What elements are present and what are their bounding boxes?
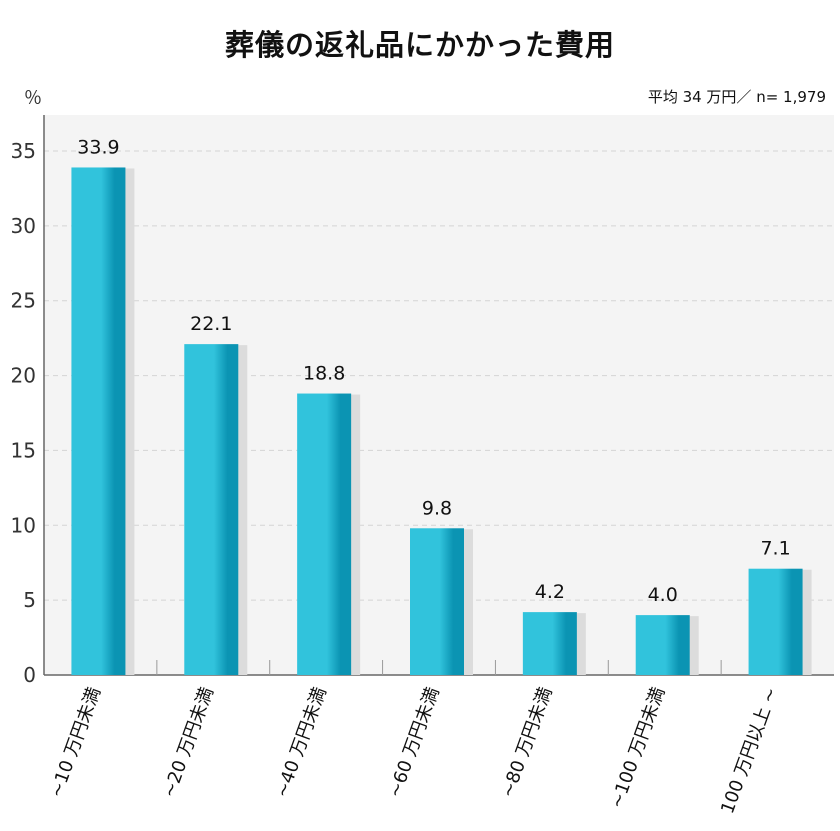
bar xyxy=(184,344,239,675)
y-tick-label: 15 xyxy=(11,438,36,462)
data-label: 22.1 xyxy=(190,313,232,335)
y-tick-label: 30 xyxy=(11,214,36,238)
x-tick-label: ~20 万円未満 xyxy=(159,685,218,801)
bar xyxy=(297,393,352,675)
x-tick-label: ~10 万円未満 xyxy=(46,685,105,801)
data-label: 18.8 xyxy=(303,363,345,385)
bar xyxy=(635,615,690,675)
data-label: 4.2 xyxy=(535,581,565,603)
x-tick-label: ~60 万円未満 xyxy=(384,685,443,801)
data-label: 7.1 xyxy=(760,538,790,560)
bar xyxy=(522,612,577,675)
bar xyxy=(410,528,464,675)
y-tick-label: 10 xyxy=(11,513,36,537)
sample-info: 平均 34 万円／ n= 1,979 xyxy=(647,88,826,106)
data-label: 33.9 xyxy=(77,136,119,158)
chart-title: 葬儀の返礼品にかかった費用 xyxy=(224,28,615,62)
bar xyxy=(748,568,803,675)
y-tick-label: 0 xyxy=(23,663,36,687)
bar xyxy=(71,167,126,675)
unit-label: ％ xyxy=(24,88,42,109)
y-tick-label: 35 xyxy=(11,139,36,163)
x-tick-label: ~80 万円未満 xyxy=(497,685,556,801)
y-tick-label: 25 xyxy=(11,289,36,313)
x-tick-label: ~100 万円未満 xyxy=(606,685,669,812)
data-label: 4.0 xyxy=(648,584,678,606)
x-tick-label: 100 万円以上 ~ xyxy=(717,685,782,817)
data-label: 9.8 xyxy=(422,497,452,519)
x-tick-label: ~40 万円未満 xyxy=(272,685,331,801)
y-tick-label: 5 xyxy=(23,588,36,612)
y-tick-label: 20 xyxy=(11,364,36,388)
